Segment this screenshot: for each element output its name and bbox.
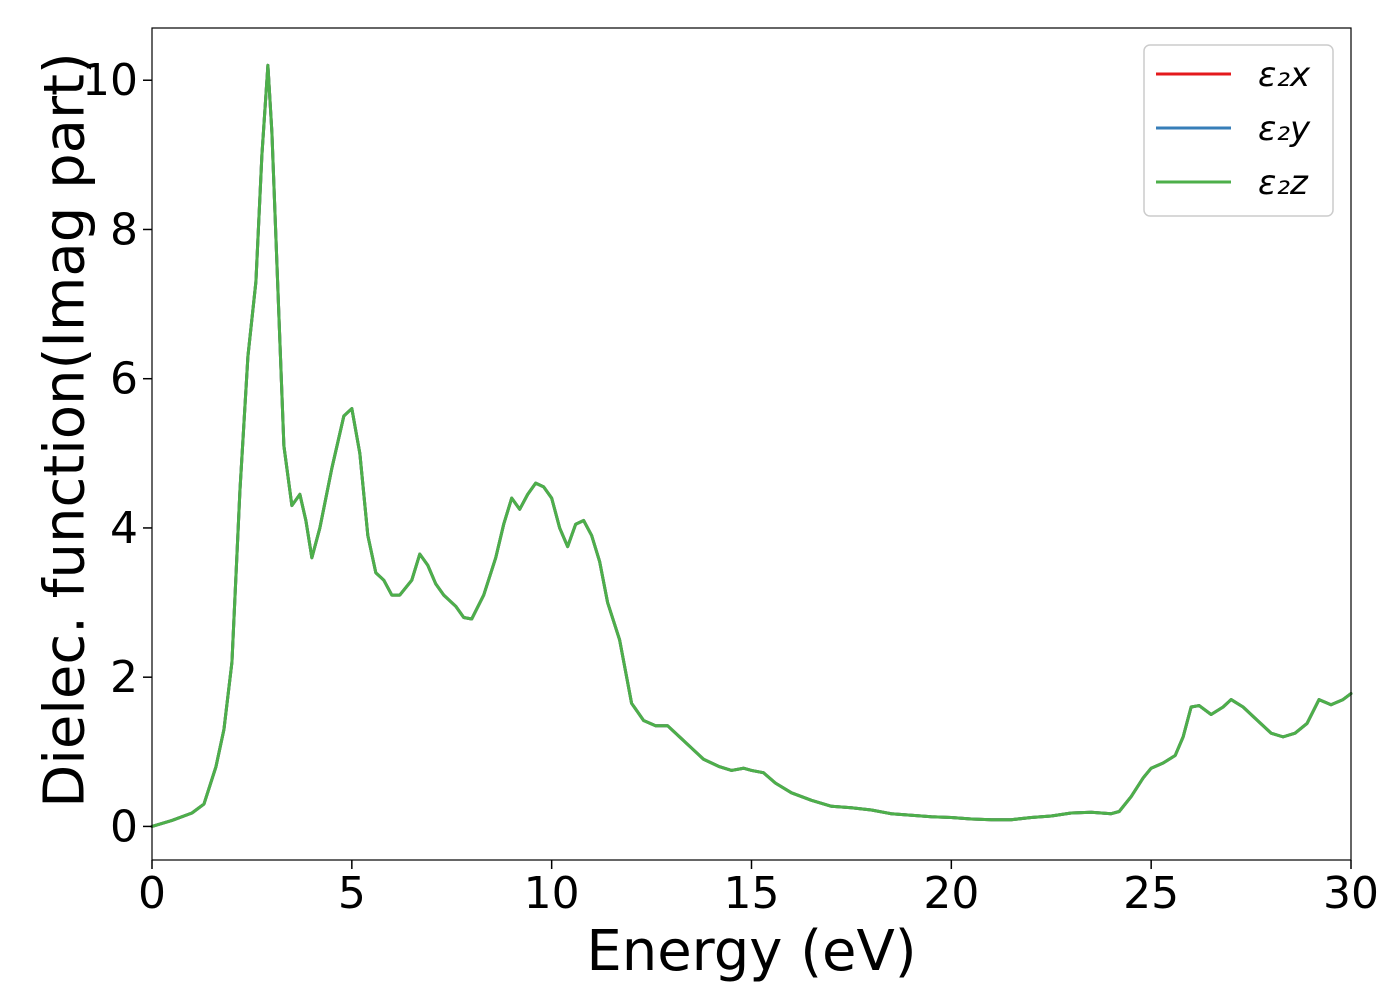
legend-box (1143, 44, 1334, 217)
legend-label: ε₂x (1258, 55, 1311, 95)
x-tick-label: 0 (138, 868, 166, 919)
plot-lines (150, 63, 1353, 828)
y-tick-label: 2 (110, 652, 138, 703)
x-axis-label: Energy (eV) (586, 919, 916, 984)
x-tick-label: 30 (1323, 868, 1379, 919)
x-tick-label: 25 (1123, 868, 1179, 919)
legend-label: ε₂z (1258, 163, 1309, 203)
x-tick-label: 20 (923, 868, 979, 919)
y-tick-label: 6 (110, 354, 138, 405)
x-axis: 0 5 10 15 20 25 30 (138, 860, 1379, 919)
y-axis-label: Dielec. function(Imag part) (33, 52, 98, 808)
y-tick-label: 8 (110, 204, 138, 255)
y-tick-label: 10 (82, 55, 138, 106)
y-tick-label: 0 (110, 801, 138, 852)
legend: ε₂x ε₂y ε₂z (1143, 44, 1334, 217)
series-line-2 (150, 63, 1353, 828)
x-tick-label: 10 (524, 868, 580, 919)
x-tick-label: 5 (338, 868, 366, 919)
y-axis: 0 2 4 6 8 10 (82, 55, 152, 852)
legend-label: ε₂y (1258, 109, 1311, 149)
y-tick-label: 4 (110, 503, 138, 554)
x-tick-label: 15 (724, 868, 780, 919)
